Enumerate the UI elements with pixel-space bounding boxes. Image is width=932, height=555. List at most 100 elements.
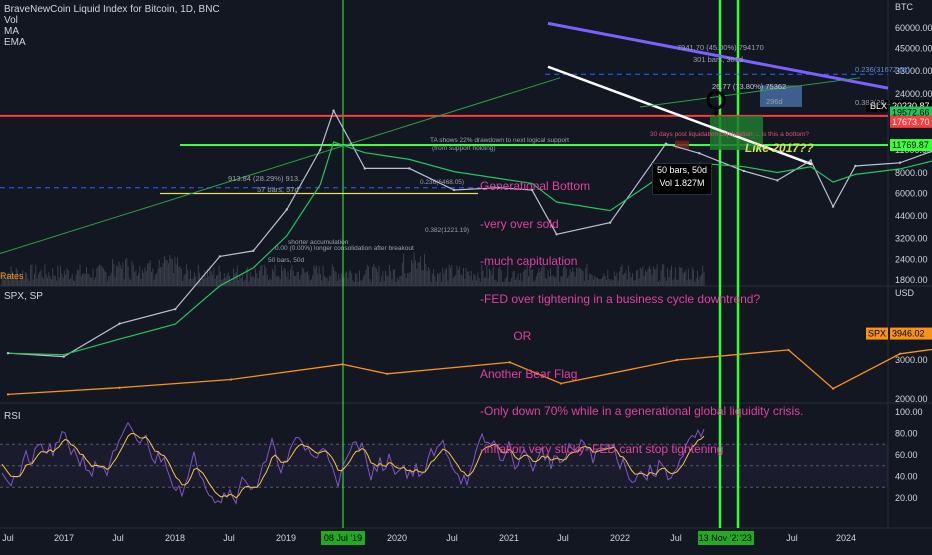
spx-point bbox=[787, 348, 790, 352]
trendline-white bbox=[547, 65, 813, 166]
time-axis-highlight: 13 Nov '22 bbox=[699, 533, 742, 543]
chart-note: (from support holding) bbox=[432, 145, 496, 152]
btc-price-point bbox=[530, 188, 534, 192]
rsi-ma-line bbox=[1, 432, 705, 499]
chart-note: 0.236(6468.05) bbox=[420, 179, 464, 186]
spx-tag-bg bbox=[890, 327, 932, 340]
chart-note: 0.382(1221.19) bbox=[425, 227, 469, 234]
rates-label: Rates bbox=[0, 271, 24, 281]
callout-box-label: 26.77 (73.80%) 75362 bbox=[712, 82, 786, 91]
volume-bars bbox=[1, 252, 705, 286]
fib-label: 0.382(20... bbox=[855, 98, 891, 107]
chart-note: 30 days post liquidation capitulation ..… bbox=[650, 131, 809, 138]
time-axis-highlight-bg bbox=[738, 531, 754, 545]
indicator-vol[interactable]: Vol bbox=[4, 15, 18, 26]
btc-price-point bbox=[319, 148, 322, 152]
time-axis-label: Jul bbox=[446, 533, 458, 543]
btc-price-point bbox=[698, 152, 701, 155]
callout-like-2017: Like 2017?? bbox=[745, 141, 814, 155]
main-axis-tick: 33000.00 bbox=[895, 66, 932, 76]
chart-note: 50 bars, 50d bbox=[268, 257, 305, 264]
measure-box bbox=[760, 85, 802, 107]
time-axis-highlight-bg bbox=[698, 531, 742, 545]
btc-price-line bbox=[7, 109, 932, 358]
btc-price-point bbox=[252, 249, 255, 253]
price-tag-value: 20230.87 bbox=[892, 101, 930, 111]
spx-point bbox=[559, 382, 563, 385]
question-mark-shape bbox=[706, 90, 726, 110]
btc-price-point bbox=[664, 142, 668, 145]
price-tag-label: BLX bbox=[870, 101, 887, 111]
trendline-purple bbox=[547, 21, 889, 90]
ema-line bbox=[7, 141, 932, 356]
price-tag-bg bbox=[890, 139, 932, 152]
btc-price-point bbox=[6, 351, 10, 355]
spx-point bbox=[386, 372, 389, 375]
spx-point bbox=[832, 387, 835, 390]
spx-point bbox=[898, 352, 902, 355]
btc-price-point bbox=[497, 186, 500, 189]
main-axis-tick: 2400.00 bbox=[895, 254, 928, 264]
rsi-axis-tick: 100.00 bbox=[895, 407, 923, 417]
btc-price-point bbox=[831, 205, 835, 208]
main-axis-tick: 3200.00 bbox=[895, 234, 928, 244]
time-axis-label: Jul bbox=[786, 533, 798, 543]
btc-price-point bbox=[809, 159, 812, 162]
main-axis-tick: 8000.00 bbox=[895, 168, 928, 178]
tooltip-bars: 50 bars, 50d bbox=[656, 165, 708, 175]
main-axis-tick: 4400.00 bbox=[895, 211, 928, 221]
btc-price-point bbox=[854, 164, 857, 168]
time-axis-label: Jul bbox=[223, 533, 235, 543]
measure-label: 7941.70 (45.00%) 794170 bbox=[677, 43, 764, 52]
main-axis-tick: 45000.00 bbox=[895, 44, 932, 54]
spx-point bbox=[675, 358, 679, 362]
btc-price-point bbox=[332, 109, 335, 112]
trendline-support-green bbox=[639, 77, 861, 108]
indicator-ema[interactable]: EMA bbox=[4, 37, 26, 48]
btc-price-point bbox=[218, 255, 222, 258]
annotation-text: Generational Bottom -very over sold -muc… bbox=[480, 155, 804, 468]
price-tag-value: 19572.66 bbox=[892, 108, 930, 118]
question-mark-dot bbox=[713, 110, 719, 116]
main-axis-tick: 6000.00 bbox=[895, 188, 928, 198]
spx-line bbox=[7, 348, 932, 396]
time-axis-highlight: 08 Jul '19 bbox=[324, 533, 362, 543]
spx-axis-tick: 2000.00 bbox=[895, 394, 928, 404]
price-tag-label-bg bbox=[866, 100, 888, 113]
indicator-ma[interactable]: MA bbox=[4, 26, 19, 37]
annotation-line: -much capitulation bbox=[480, 254, 578, 268]
time-axis-label: 2021 bbox=[499, 533, 519, 543]
main-axis-tick: 1800.00 bbox=[895, 275, 928, 285]
annotation-line: OR bbox=[480, 329, 532, 343]
fib-label: 0.236(31672.61) bbox=[855, 65, 911, 74]
spx-point bbox=[118, 386, 121, 389]
rsi-pane-label: RSI bbox=[4, 411, 21, 422]
price-tag-bg bbox=[890, 106, 932, 119]
annotation-line: -very over sold bbox=[480, 216, 559, 231]
time-axis-label: 2024 bbox=[836, 533, 856, 543]
time-axis-label: 2017 bbox=[54, 533, 74, 543]
spx-tag-label-bg bbox=[866, 327, 888, 340]
annotation-line: -inflation very sticky- FED cant stop ti… bbox=[480, 441, 724, 456]
btc-price-point bbox=[285, 208, 288, 211]
rsi-axis-tick: 20.00 bbox=[895, 493, 918, 503]
price-tag-bg bbox=[890, 115, 932, 128]
stop-zone-box bbox=[675, 140, 689, 149]
main-axis-tick: 24000.00 bbox=[895, 89, 932, 99]
annotation-line: -FED over tightening in a business cycle… bbox=[480, 291, 761, 306]
spx-axis-unit: USD bbox=[895, 288, 915, 298]
btc-price-point bbox=[363, 167, 366, 170]
rsi-axis-tick: 60.00 bbox=[895, 450, 918, 460]
spx-axis-tick: 3000.00 bbox=[895, 355, 928, 365]
annotation-line: Generational Bottom bbox=[480, 179, 591, 193]
btc-price-point bbox=[742, 169, 746, 173]
spx-point bbox=[229, 378, 233, 381]
chart-note: 0.00 (0.00%) longer consolidation after … bbox=[275, 245, 414, 252]
tooltip-volume: Vol 1.827M bbox=[659, 178, 705, 188]
rsi-line bbox=[1, 421, 705, 505]
chart-note: TA shows 22% drawdown to next logical su… bbox=[430, 137, 569, 144]
time-axis-highlight-bg bbox=[321, 531, 365, 545]
price-tag-value: 17673.70 bbox=[892, 117, 930, 127]
